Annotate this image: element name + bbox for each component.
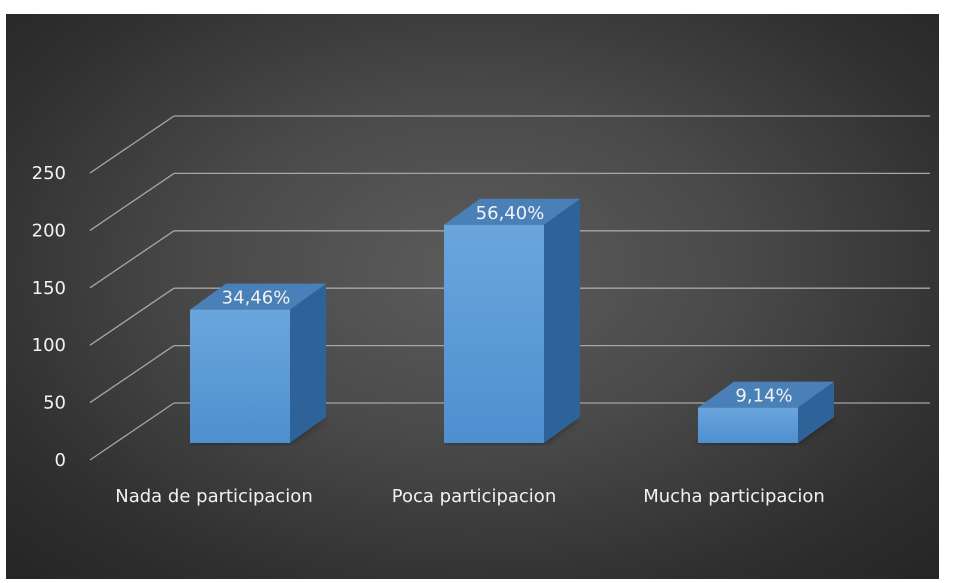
- bar-top: [190, 283, 326, 310]
- data-label: 56,40%: [476, 203, 545, 224]
- y-tick-label: 100: [32, 335, 66, 356]
- gridline-diagonal: [89, 287, 175, 346]
- x-tick-label: Mucha participacion: [643, 486, 825, 507]
- bar: [190, 309, 290, 443]
- y-tick-label: 50: [43, 393, 66, 414]
- x-tick-label: Nada de participacion: [115, 486, 312, 507]
- bar-top: [698, 381, 834, 408]
- bar-top: [444, 198, 580, 225]
- gridline-diagonal: [89, 230, 175, 289]
- y-tick-label: 250: [32, 163, 66, 184]
- bar-side: [544, 198, 580, 443]
- gridline-diagonal: [89, 172, 175, 231]
- x-tick-label: Poca participacion: [392, 486, 556, 507]
- y-tick-label: 0: [55, 450, 66, 471]
- bar-side: [290, 283, 326, 443]
- gridline-diagonal: [89, 115, 175, 174]
- bar: [698, 407, 798, 443]
- bar: [444, 224, 544, 443]
- data-label: 34,46%: [222, 288, 291, 309]
- gridline-diagonal: [89, 402, 175, 461]
- data-label: 9,14%: [735, 386, 792, 407]
- y-tick-label: 150: [32, 278, 66, 299]
- y-tick-label: 200: [32, 220, 66, 241]
- bar-side: [798, 381, 834, 443]
- gridline-diagonal: [89, 345, 175, 404]
